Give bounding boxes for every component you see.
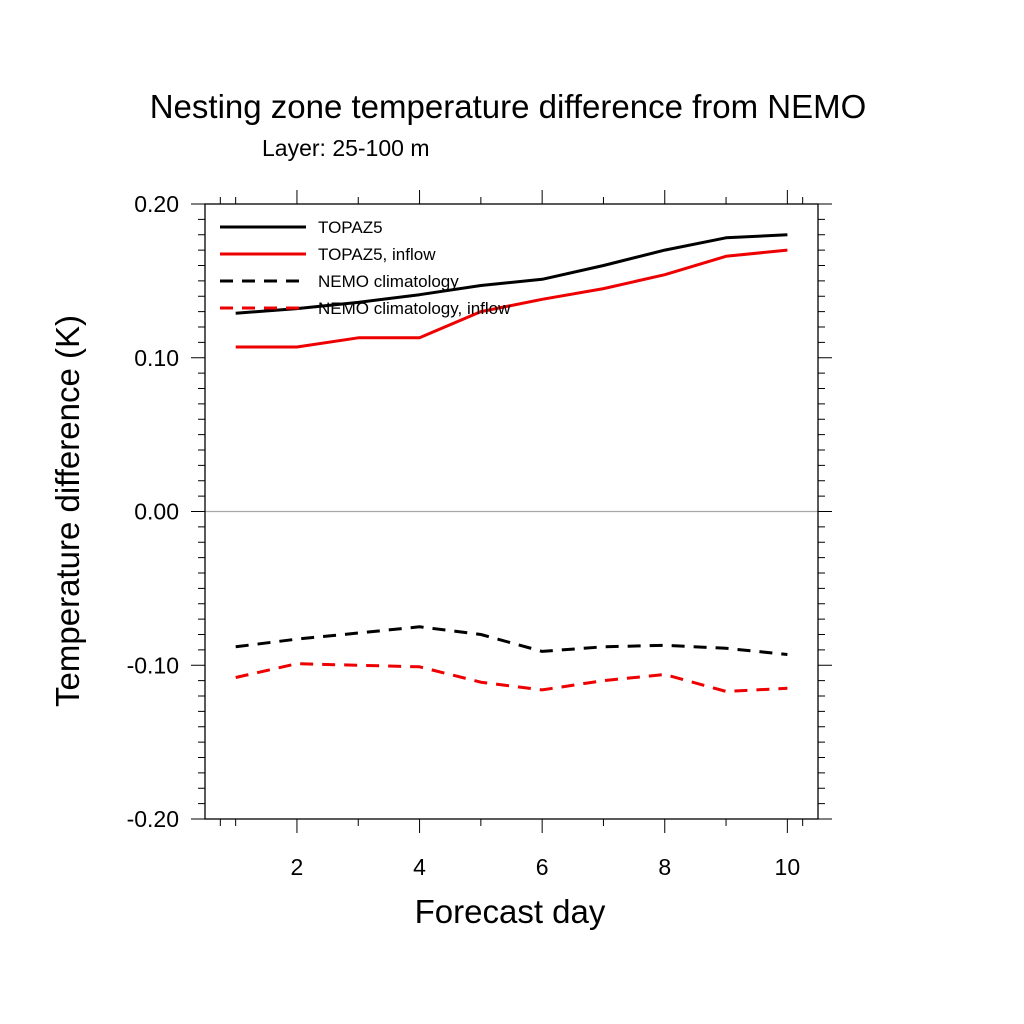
y-tick-label: 0.10 [134, 345, 179, 371]
x-axis-label: Forecast day [415, 893, 606, 930]
y-tick-label: 0.00 [134, 499, 179, 525]
y-tick-label: -0.10 [127, 652, 179, 678]
series-line-1 [235, 233, 788, 315]
y-tick-label: -0.20 [127, 806, 179, 832]
legend-label-2: TOPAZ5, inflow [318, 245, 436, 264]
x-tick-label: 4 [413, 854, 426, 880]
series-line-2 [235, 248, 788, 349]
x-tick-label: 2 [291, 854, 304, 880]
series-line-3 [235, 625, 788, 656]
x-tick-label: 10 [775, 854, 801, 880]
y-tick-label: 0.20 [134, 191, 179, 217]
legend-label-3: NEMO climatology [318, 272, 459, 291]
series-line-4 [235, 662, 788, 693]
x-tick-label: 8 [658, 854, 671, 880]
chart-title: Nesting zone temperature difference from… [149, 88, 867, 125]
chart-subtitle: Layer: 25-100 m [262, 135, 430, 161]
y-axis-label: Temperature difference (K) [49, 315, 86, 707]
legend-label-1: TOPAZ5 [318, 218, 383, 237]
x-tick-label: 6 [536, 854, 549, 880]
legend-label-4: NEMO climatology, inflow [318, 299, 511, 318]
